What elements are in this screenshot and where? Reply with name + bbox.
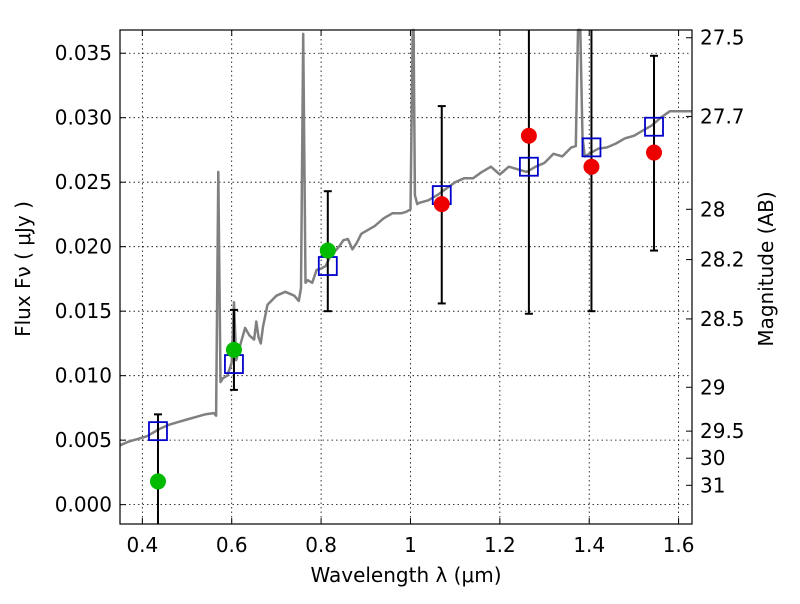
- x-tick-label: 1: [404, 533, 417, 557]
- x-tick-label: 0.6: [216, 533, 248, 557]
- upper-limit-point: [433, 196, 450, 213]
- y-axis-title-right: Magnitude (AB): [754, 191, 778, 346]
- marker-layer: [148, 116, 664, 490]
- model-photometry-square: [644, 116, 664, 137]
- tick-layer: 0.4 0.6 0.8 1 1.2 1.4 1.6 0.000 0.005 0.010 0.015 0…: [55, 26, 745, 557]
- detection-point: [225, 341, 242, 358]
- y-tick-label: 0.030: [55, 106, 112, 130]
- sed-line-layer: [119, 28, 692, 447]
- plot-frame: [119, 29, 693, 525]
- y-tick-label: 0.025: [55, 170, 112, 194]
- y-tick-label: 0.035: [55, 41, 112, 65]
- mag-tick-label: 27.5: [700, 26, 745, 50]
- mag-tick-label: 29: [700, 375, 725, 399]
- mag-tick-label: 31: [700, 473, 725, 497]
- upper-limit-point: [583, 158, 600, 175]
- mag-tick-label: 28.5: [700, 307, 745, 331]
- mag-tick-label: 29.5: [700, 419, 745, 443]
- mag-tick-label: 27.7: [700, 104, 745, 128]
- mag-tick-label: 28: [700, 197, 725, 221]
- x-tick-label: 0.4: [126, 533, 158, 557]
- detection-point: [319, 242, 336, 259]
- x-tick-label: 1.2: [484, 533, 516, 557]
- y-tick-label: 0.020: [55, 235, 112, 259]
- model-photometry-square: [148, 421, 168, 442]
- x-axis-title: Wavelength λ (μm): [310, 563, 501, 587]
- y-axis-title-left: Flux Fν ( μJy ): [11, 201, 35, 337]
- detection-point: [149, 473, 166, 490]
- y-tick-label: 0.010: [55, 364, 112, 388]
- x-tick-label: 1.4: [573, 533, 605, 557]
- model-photometry-square: [518, 156, 539, 177]
- grid-layer: [120, 30, 692, 524]
- upper-limit-point: [520, 127, 537, 144]
- x-tick-label: 0.8: [305, 533, 337, 557]
- x-tick-label: 1.6: [663, 533, 695, 557]
- model-photometry-square: [581, 137, 602, 158]
- y-tick-label: 0.005: [55, 428, 112, 452]
- y-tick-label: 0.000: [55, 493, 112, 517]
- mag-tick-label: 30: [700, 446, 725, 470]
- y-tick-label: 0.015: [55, 299, 112, 323]
- mag-tick-label: 28.2: [700, 248, 745, 272]
- upper-limit-point: [646, 144, 663, 161]
- sed-model-line: [119, 28, 692, 447]
